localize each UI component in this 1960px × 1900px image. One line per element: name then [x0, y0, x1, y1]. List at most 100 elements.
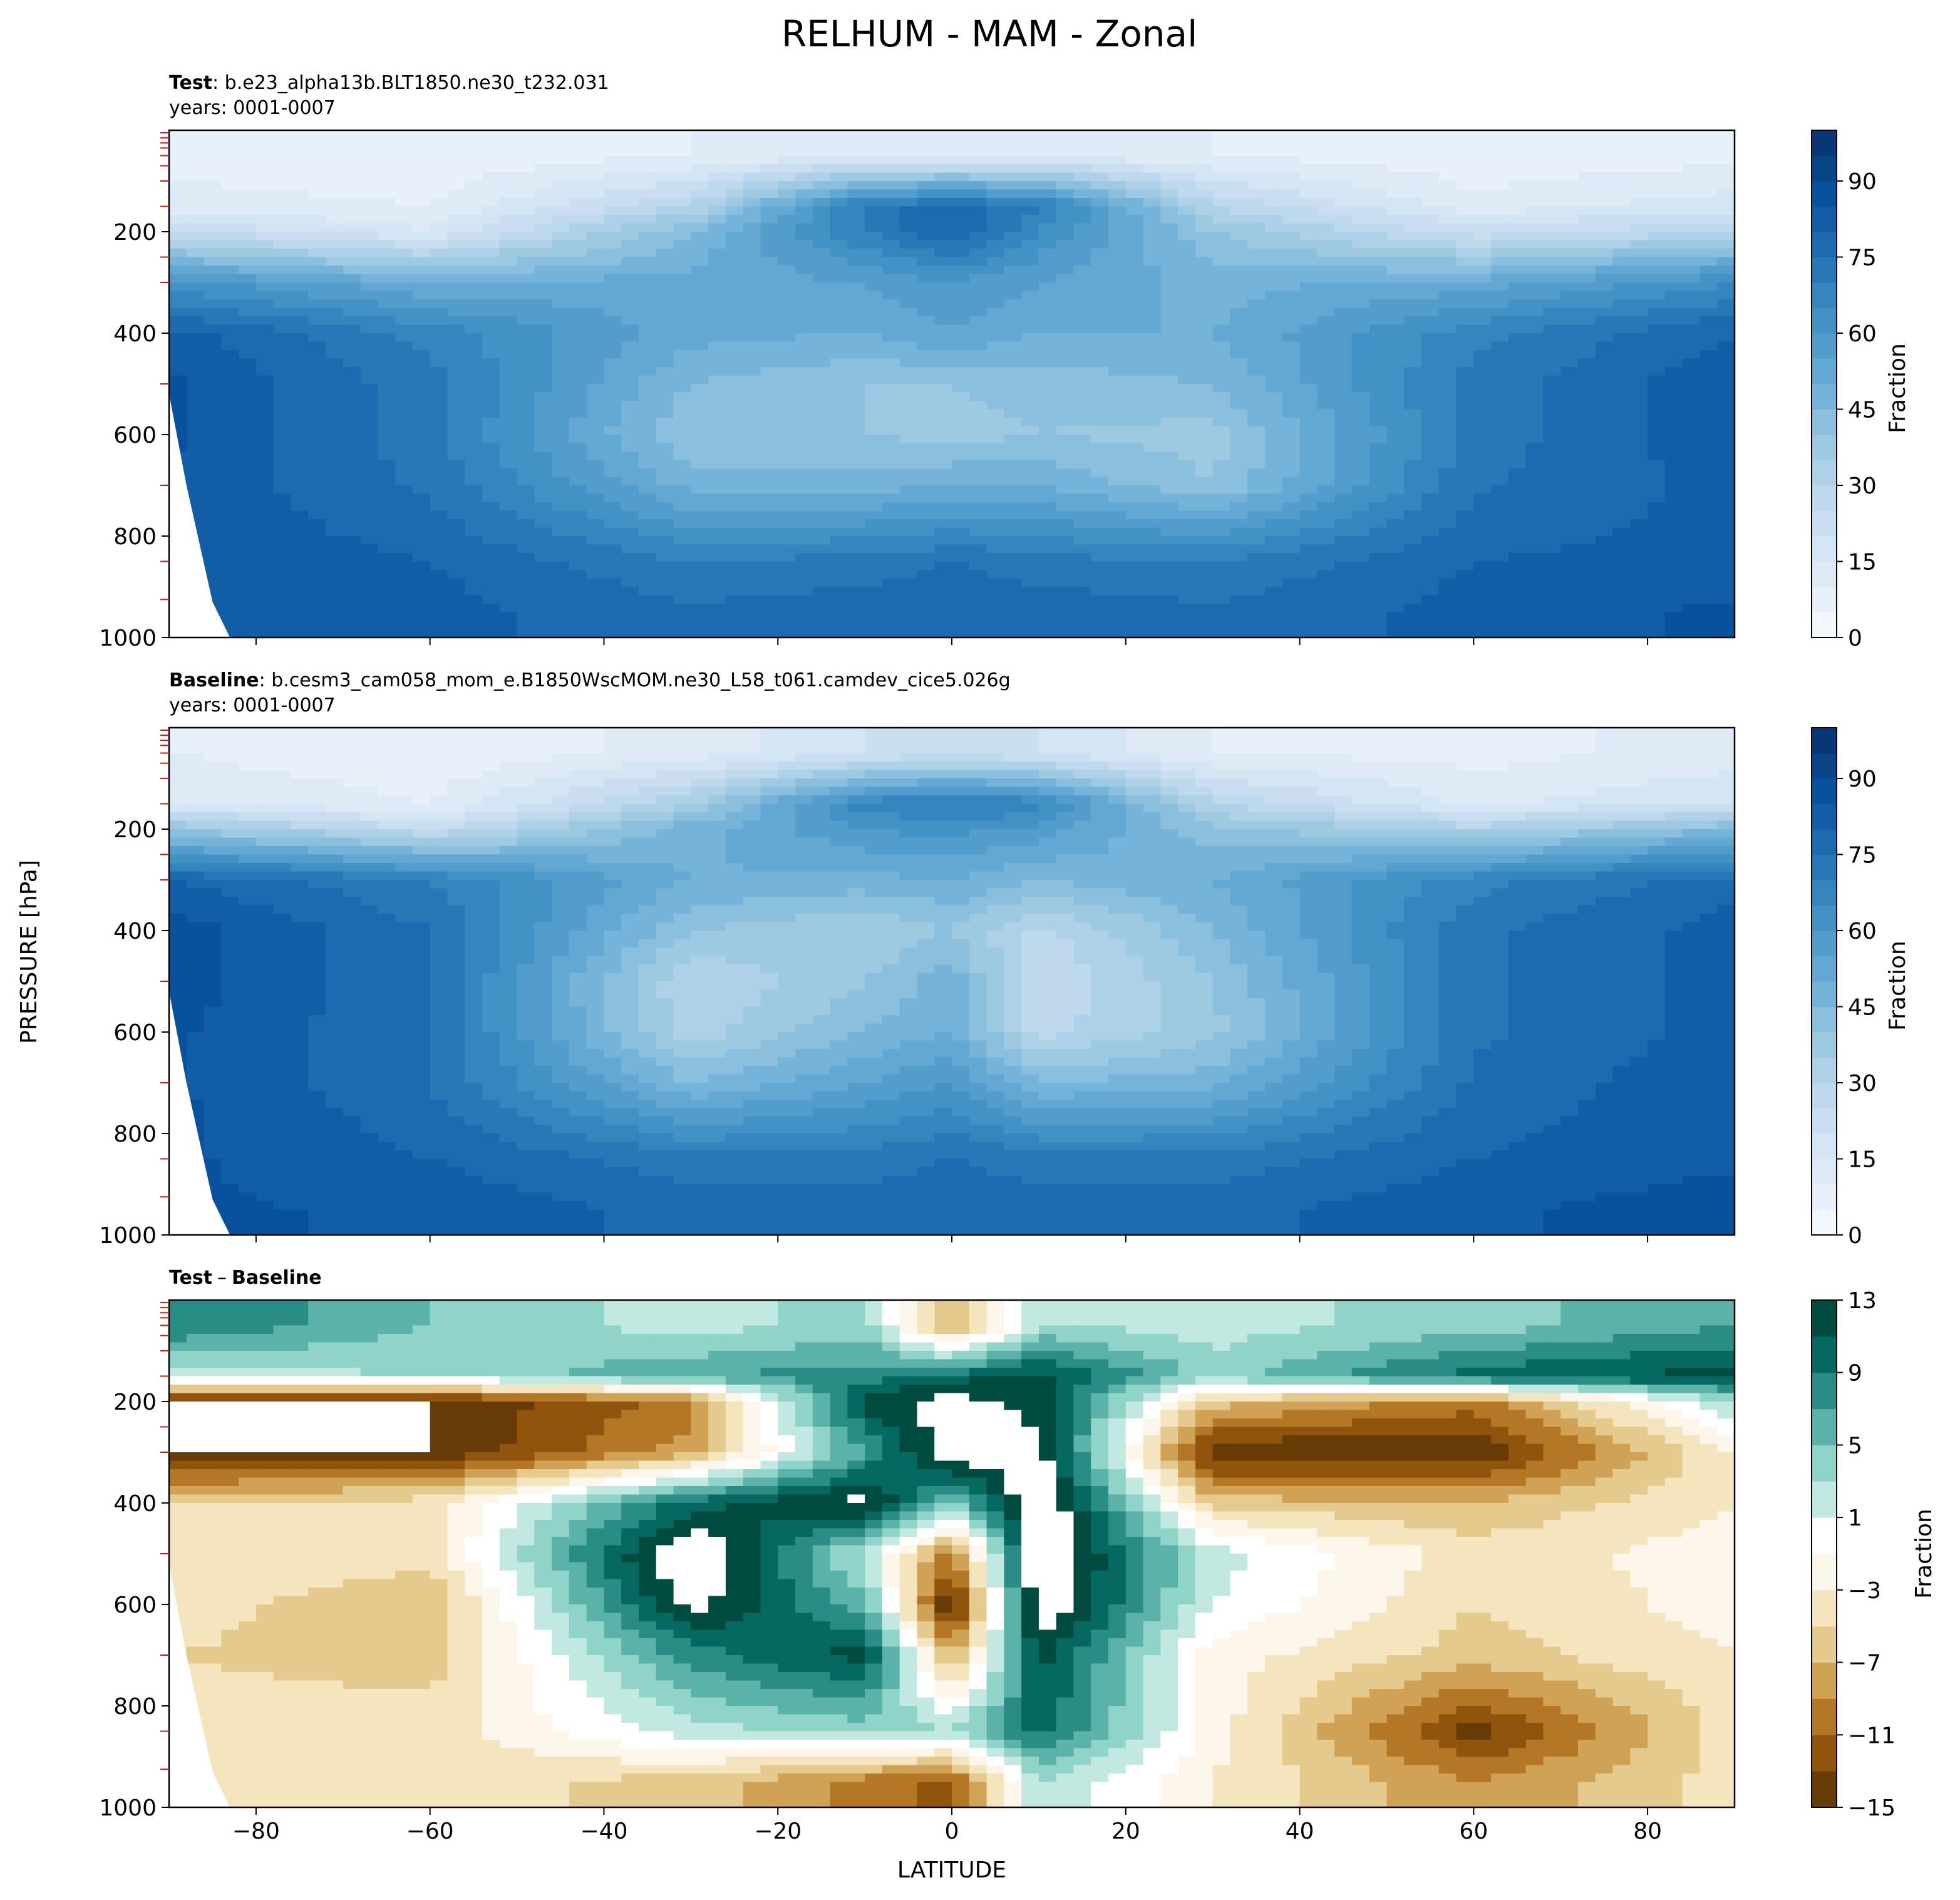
field-cell: [1438, 435, 1457, 444]
field-cell: [1038, 468, 1057, 478]
field-cell: [1404, 299, 1422, 309]
field-cell: [812, 435, 831, 444]
field-cell: [1299, 333, 1318, 343]
field-cell: [795, 198, 813, 207]
field-cell: [760, 443, 779, 452]
field-cell: [1143, 536, 1162, 545]
field-cell: [691, 527, 709, 537]
field-cell: [1212, 181, 1231, 190]
field-cell: [534, 493, 552, 503]
field-cell: [1178, 578, 1196, 587]
field-cell: [604, 223, 622, 232]
field-cell: [517, 155, 535, 165]
field-cell: [1630, 130, 1648, 140]
field-cell: [291, 324, 309, 334]
field-cell: [1230, 341, 1249, 351]
field-cell: [1299, 460, 1318, 469]
field-cell: [326, 341, 344, 351]
field-cell: [952, 519, 970, 529]
field-cell: [725, 587, 744, 596]
field-cell: [812, 333, 831, 343]
field-cell: [186, 189, 205, 199]
field-cell: [621, 358, 639, 368]
field-cell: [1299, 443, 1318, 452]
field-cell: [760, 485, 779, 495]
field-cell: [621, 493, 639, 503]
field-cell: [1247, 502, 1266, 512]
field-cell: [1195, 468, 1214, 478]
field-cell: [1595, 130, 1614, 140]
field-cell: [1317, 232, 1335, 241]
field-cell: [1578, 316, 1596, 326]
field-cell: [1282, 206, 1301, 215]
field-cell: [1525, 452, 1544, 461]
field-cell: [882, 375, 900, 385]
field-cell: [1143, 333, 1162, 343]
field-cell: [360, 206, 379, 215]
field-cell: [430, 435, 448, 444]
field-cell: [569, 553, 587, 562]
field-cell: [343, 341, 361, 351]
field-cell: [708, 401, 726, 410]
field-cell: [969, 299, 988, 309]
field-cell: [1091, 324, 1109, 334]
field-cell: [291, 257, 309, 266]
field-cell: [343, 510, 361, 520]
field-cell: [1143, 358, 1162, 368]
field-cell: [1299, 189, 1318, 199]
field-cell: [760, 401, 779, 410]
field-cell: [952, 375, 970, 385]
field-cell: [1717, 409, 1735, 418]
field-cell: [708, 274, 726, 283]
field-cell: [1438, 384, 1457, 393]
field-cell: [743, 350, 761, 359]
field-cell: [934, 240, 952, 249]
field-cell: [1160, 147, 1179, 157]
field-cell: [1230, 266, 1249, 275]
field-cell: [1160, 138, 1179, 148]
field-cell: [1317, 384, 1335, 393]
field-cell: [255, 138, 274, 148]
field-cell: [1282, 316, 1301, 326]
field-cell: [986, 460, 1005, 469]
field-cell: [812, 232, 831, 241]
field-cell: [1125, 375, 1144, 385]
field-cell: [430, 493, 448, 503]
field-cell: [1317, 172, 1335, 182]
field-cell: [430, 164, 448, 173]
field-cell: [986, 333, 1005, 343]
field-cell: [360, 240, 379, 249]
field-cell: [1456, 392, 1475, 401]
field-cell: [1369, 299, 1388, 309]
field-cell: [952, 324, 970, 334]
field-cell: [1700, 350, 1718, 359]
field-cell: [760, 493, 779, 503]
field-cell: [204, 536, 222, 545]
field-cell: [1717, 350, 1735, 359]
field-cell: [1543, 130, 1562, 140]
field-cell: [1351, 130, 1370, 140]
field-cell: [465, 341, 483, 351]
field-cell: [865, 435, 883, 444]
field-cell: [447, 485, 466, 495]
field-cell: [1508, 527, 1527, 537]
field-cell: [221, 570, 239, 579]
field-cell: [239, 333, 257, 343]
field-cell: [1648, 130, 1666, 140]
field-cell: [273, 299, 292, 309]
field-cell: [343, 232, 361, 241]
field-cell: [934, 527, 952, 537]
field-cell: [1456, 536, 1475, 545]
field-cell: [1265, 519, 1283, 529]
field-cell: [360, 147, 379, 157]
field-cell: [378, 274, 396, 283]
field-cell: [499, 164, 518, 173]
field-cell: [447, 477, 466, 486]
field-cell: [1578, 138, 1596, 148]
field-cell: [1212, 333, 1231, 343]
field-cell: [1473, 138, 1492, 148]
field-cell: [656, 570, 674, 579]
field-cell: [639, 138, 657, 148]
field-cell: [656, 181, 674, 190]
field-cell: [1525, 578, 1544, 587]
